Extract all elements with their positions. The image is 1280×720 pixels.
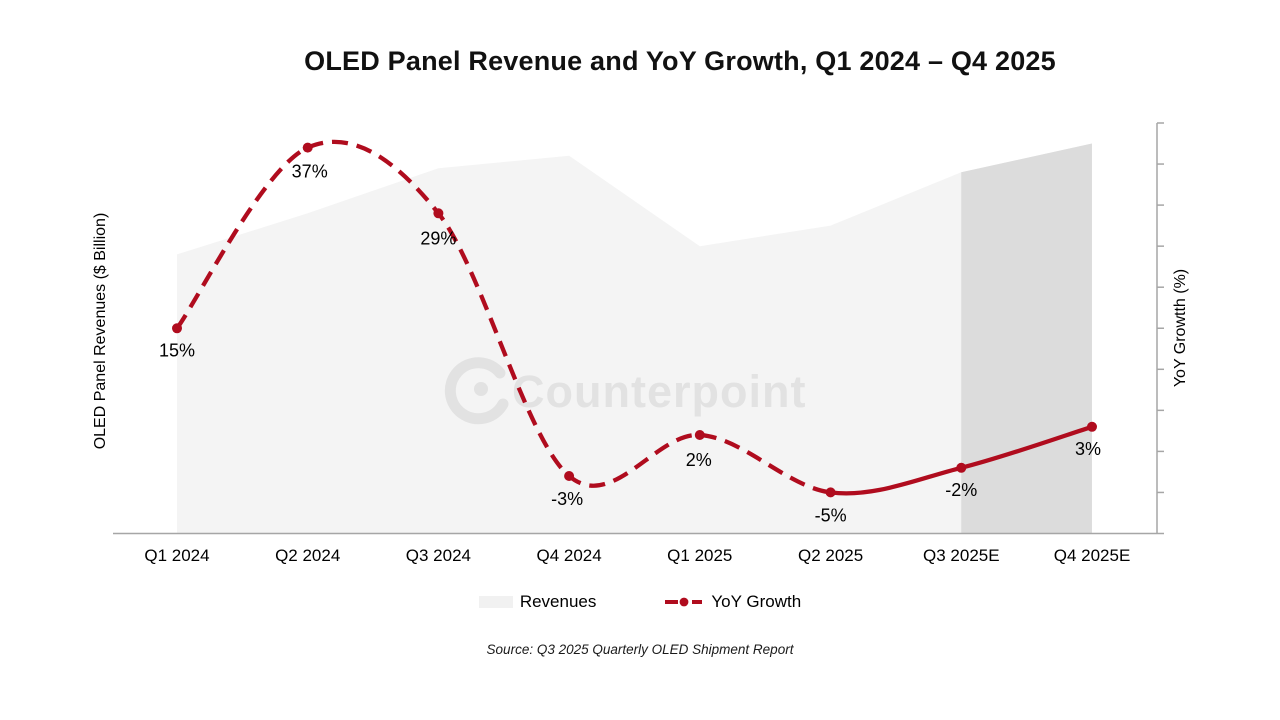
x-axis-label: Q3 2025E	[923, 546, 1000, 565]
x-axis-label: Q4 2024	[536, 546, 601, 565]
revenues-forecast-area	[961, 143, 1092, 534]
watermark-text: Counterpoint	[512, 366, 806, 417]
yoy-data-label: -3%	[551, 489, 583, 509]
left-axis-title: OLED Panel Revenues ($ Billion)	[92, 212, 109, 450]
yoy-line-dashed	[175, 139, 831, 495]
legend-yoy-label: YoY Growth	[711, 592, 802, 611]
yoy-data-label: -5%	[815, 506, 847, 526]
x-axis-label: Q2 2024	[275, 546, 340, 565]
legend-item-revenues: Revenues	[478, 592, 597, 612]
yoy-data-point	[433, 208, 444, 219]
yoy-data-label: 37%	[292, 162, 328, 182]
chart-title: OLED Panel Revenue and YoY Growth, Q1 20…	[304, 46, 1056, 76]
yoy-data-point	[172, 323, 182, 334]
watermark-dot-icon	[474, 382, 488, 396]
yoy-data-point	[564, 471, 575, 481]
yoy-data-point	[302, 142, 313, 153]
source-note: Source: Q3 2025 Quarterly OLED Shipment …	[486, 642, 794, 657]
yoy-dashed-line-swatch-icon	[665, 597, 703, 607]
counterpoint-watermark: Counterpoint	[444, 357, 806, 425]
legend-item-yoy: YoY Growth	[664, 592, 801, 612]
yoy-data-label: 15%	[159, 340, 195, 360]
yoy-data-point	[825, 487, 836, 498]
x-axis-label: Q1 2025	[667, 546, 732, 565]
revenues-area-swatch-icon	[478, 596, 513, 608]
x-axis-label: Q4 2025E	[1054, 546, 1131, 565]
x-axis-label: Q2 2025	[798, 546, 863, 565]
yoy-data-point	[956, 462, 967, 473]
yoy-data-point	[1087, 421, 1097, 432]
chart-legend: Revenues YoY Growth	[0, 592, 1280, 612]
yoy-data-label: -2%	[945, 480, 977, 500]
legend-revenues-label: Revenues	[519, 592, 597, 611]
yoy-data-label: 29%	[420, 228, 456, 248]
yoy-data-label: 3%	[1075, 439, 1101, 459]
right-axis-title: YoY Growtth (%)	[1172, 268, 1189, 388]
yoy-data-point	[694, 430, 705, 440]
x-axis-label: Q3 2024	[406, 546, 471, 565]
x-axis-label: Q1 2024	[144, 546, 209, 565]
revenues-area	[177, 143, 1092, 534]
yoy-data-label: 2%	[686, 450, 712, 470]
